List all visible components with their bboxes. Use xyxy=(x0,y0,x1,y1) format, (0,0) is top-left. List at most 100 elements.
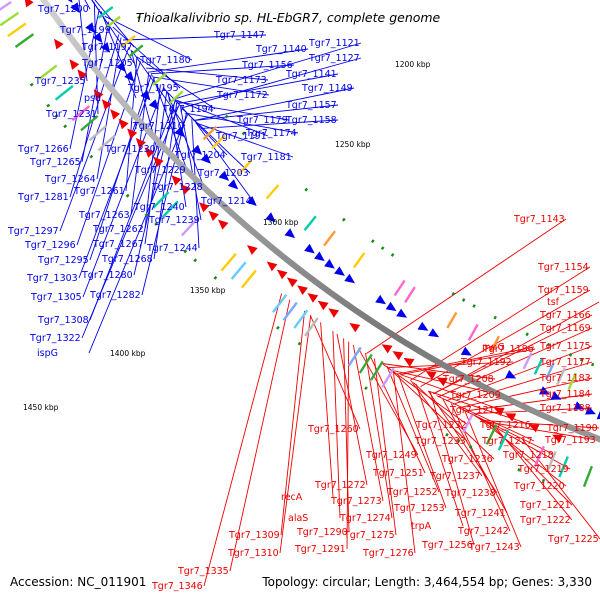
gene-label: Tgr7_1309 xyxy=(228,530,280,541)
forward-gene-arrow xyxy=(218,170,229,181)
gene-label: Tgr7_1291 xyxy=(294,544,346,555)
leader-line xyxy=(186,112,299,134)
reverse-gene-arrow xyxy=(69,59,80,70)
outer-category-bar xyxy=(230,261,247,280)
gene-label: Tgr7_1209 xyxy=(449,390,501,401)
gene-label: Tgr7_1239 xyxy=(148,215,200,226)
leader-line xyxy=(131,50,186,127)
reverse-gene-arrow xyxy=(247,245,258,255)
gene-label: Tgr7_1264 xyxy=(44,174,96,185)
outer-tick-mark xyxy=(517,468,521,472)
gene-label: Tgr7_1188 xyxy=(539,403,591,414)
gene-label: Tgr7_1241 xyxy=(454,508,506,519)
forward-gene-arrow xyxy=(417,321,429,331)
inner-tick-mark xyxy=(341,217,346,222)
outer-category-bar xyxy=(7,22,27,38)
reverse-gene-arrow xyxy=(171,175,182,186)
gene-label: Tgr7_1154 xyxy=(537,262,589,273)
leader-line xyxy=(78,77,155,279)
leader-line xyxy=(373,358,397,536)
leader-line xyxy=(413,382,495,460)
gene-label: Tgr7_1237 xyxy=(429,471,481,482)
gene-label: Tgr7_1232 xyxy=(415,420,467,431)
leader-line xyxy=(320,322,334,498)
forward-gene-arrow xyxy=(265,212,276,223)
scale-labels: 1200 kbp 1250 kbp 1300 kbp 1350 kbp 1400 kbp… xyxy=(23,60,431,412)
figure-title: Thioalkalivibrio sp. HL-EbGR7, complete … xyxy=(136,10,441,25)
leader-line xyxy=(483,420,600,429)
inner-tick-mark xyxy=(472,304,476,308)
gene-label: Tgr7_1303 xyxy=(26,273,78,284)
forward-gene-arrow xyxy=(227,179,239,190)
leader-line xyxy=(452,361,593,405)
leader-line xyxy=(450,403,511,532)
inner-category-bar xyxy=(489,335,501,353)
outer-category-bar xyxy=(304,317,319,337)
inner-tick-mark xyxy=(568,353,573,357)
outer-tick-mark xyxy=(213,275,218,280)
gene-label: Tgr7_1235 xyxy=(34,76,86,87)
gene-label: Tgr7_1233 xyxy=(414,436,466,447)
leader-line xyxy=(89,100,176,321)
gene-label: Tgr7_1231 xyxy=(45,109,97,120)
leader-line xyxy=(78,0,88,82)
leader-line xyxy=(136,56,216,110)
leader-line xyxy=(392,370,416,554)
gene-label: Tgr7_1274 xyxy=(339,513,391,524)
leader-line xyxy=(346,341,350,550)
leader-line xyxy=(180,106,202,221)
inner-tick-mark xyxy=(390,253,395,257)
leader-line xyxy=(366,218,567,354)
gene-label: Tgr7_1228 xyxy=(151,182,203,193)
reverse-gene-arrow xyxy=(153,156,164,168)
scale-label: 1450 kbp xyxy=(23,403,59,412)
leader-line xyxy=(193,104,339,122)
inner-category-bar xyxy=(120,34,136,49)
gene-label: Tgr7_1197 xyxy=(81,42,133,53)
outer-tick-mark xyxy=(541,478,546,483)
reverse-gene-arrow xyxy=(54,38,64,50)
gene-label: Tgr7_1218 xyxy=(502,450,554,461)
leader-line xyxy=(521,438,600,540)
inner-category-bar xyxy=(544,362,555,380)
forward-gene-arrow xyxy=(550,391,562,400)
gene-label: Tgr7_1275 xyxy=(343,530,395,541)
leader-line xyxy=(193,87,355,122)
gene-label: Tgr7_1346 xyxy=(151,581,203,592)
forward-gene-arrow xyxy=(174,126,185,138)
forward-gene-arrow xyxy=(375,294,386,305)
forward-gene-arrow xyxy=(573,401,585,410)
gene-label: Tgr7_1229 xyxy=(134,165,186,176)
inner-category-bar xyxy=(533,357,544,375)
gene-label: Tgr7_1272 xyxy=(314,480,366,491)
leader-line xyxy=(429,391,475,546)
leader-line xyxy=(181,57,362,109)
leader-line xyxy=(96,37,122,180)
reverse-gene-arrow xyxy=(493,407,505,416)
gene-label: Tgr7_1296 xyxy=(24,240,76,251)
forward-gene-arrow xyxy=(539,386,551,395)
reverse-gene-arrow xyxy=(317,300,329,311)
inner-tick-mark xyxy=(525,332,529,337)
leader-line xyxy=(394,370,503,396)
gene-label: Tgr7_1217 xyxy=(481,436,533,447)
outer-tick-mark xyxy=(364,386,368,391)
inner-category-bar xyxy=(265,184,280,200)
gene-label: Tgr7_1174 xyxy=(245,128,297,139)
gene-label: Tgr7_1127 xyxy=(308,53,360,64)
leader-line xyxy=(446,345,593,402)
gene-label: Tgr7_1267 xyxy=(92,239,144,250)
outer-category-bar xyxy=(0,11,20,27)
leader-line xyxy=(410,380,483,477)
gene-label: Tgr7_1242 xyxy=(457,526,509,537)
reverse-gene-arrow xyxy=(127,128,138,139)
forward-gene-arrow xyxy=(116,61,126,73)
leader-line xyxy=(397,372,447,509)
gene-label: Tgr7_1205 xyxy=(81,58,133,69)
leader-line xyxy=(229,299,291,572)
gene-label: Tgr7_1194 xyxy=(162,104,214,115)
gene-label: Tgr7_1281 xyxy=(17,192,69,203)
gene-label: Tgr7_1210 xyxy=(132,121,184,132)
gene-label: Tgr7_1262 xyxy=(92,224,144,235)
